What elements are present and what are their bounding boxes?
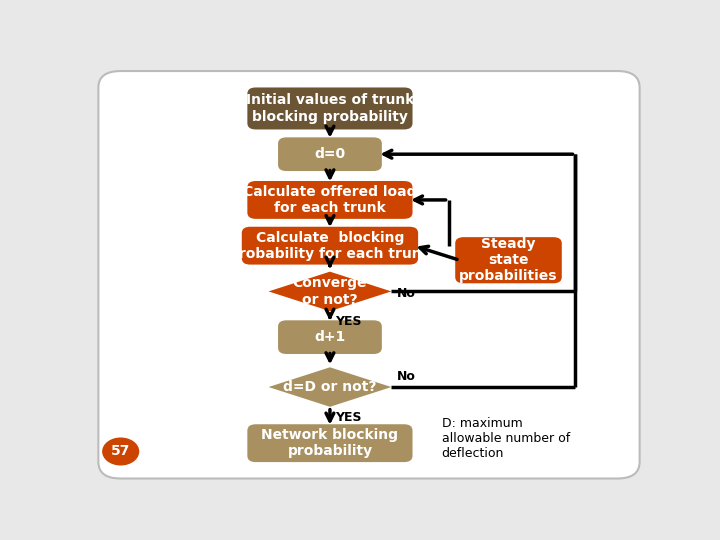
Text: D: maximum
allowable number of
deflection: D: maximum allowable number of deflectio… <box>441 417 570 460</box>
Text: d=0: d=0 <box>315 147 346 161</box>
Text: 57: 57 <box>111 444 130 458</box>
FancyBboxPatch shape <box>248 181 413 219</box>
Text: d+1: d+1 <box>315 330 346 344</box>
Circle shape <box>103 438 138 465</box>
FancyBboxPatch shape <box>278 137 382 171</box>
Text: YES: YES <box>336 315 362 328</box>
Text: No: No <box>397 370 415 383</box>
Text: YES: YES <box>336 411 362 424</box>
FancyBboxPatch shape <box>278 320 382 354</box>
Text: Calculate  blocking
probability for each trunk: Calculate blocking probability for each … <box>229 231 431 261</box>
FancyBboxPatch shape <box>455 237 562 284</box>
FancyBboxPatch shape <box>248 87 413 130</box>
Text: Calculate offered load
for each trunk: Calculate offered load for each trunk <box>243 185 417 215</box>
FancyBboxPatch shape <box>248 424 413 462</box>
FancyBboxPatch shape <box>99 71 639 478</box>
Text: Steady
state
probabilities: Steady state probabilities <box>459 237 558 284</box>
Text: Initial values of trunk
blocking probability: Initial values of trunk blocking probabi… <box>246 93 414 124</box>
Polygon shape <box>269 272 392 311</box>
Text: No: No <box>397 287 415 300</box>
Polygon shape <box>269 367 392 407</box>
FancyBboxPatch shape <box>242 227 418 265</box>
Text: Converge
or not?: Converge or not? <box>293 276 367 307</box>
Text: d=D or not?: d=D or not? <box>283 380 377 394</box>
Text: Network blocking
probability: Network blocking probability <box>261 428 398 458</box>
